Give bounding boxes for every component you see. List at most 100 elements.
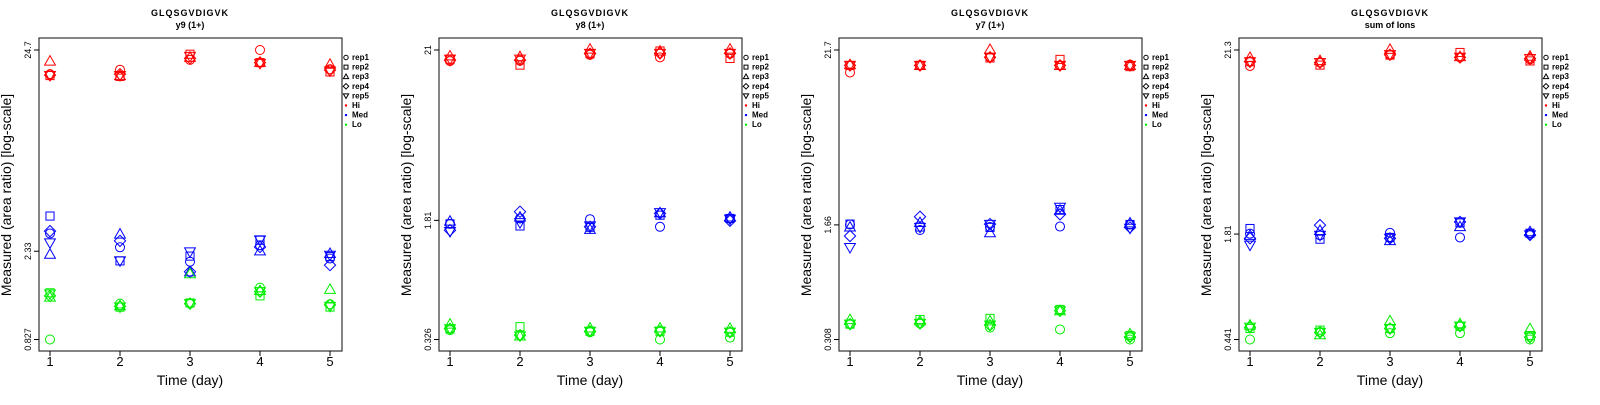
data-point-med-rep5 <box>843 242 857 254</box>
data-point-hi-rep5 <box>1523 53 1537 65</box>
legend-rep2-icon <box>343 64 349 70</box>
x-tick-label: 2 <box>916 354 923 369</box>
legend-rep5-icon <box>1542 93 1550 100</box>
data-point-med-rep1 <box>45 228 55 239</box>
legend-rep2-label: rep2 <box>1552 63 1569 72</box>
legend-rep4-icon <box>1542 82 1550 90</box>
data-point-hi-rep3 <box>843 58 857 70</box>
legend-rep5-icon <box>742 93 750 100</box>
data-point-lo-rep5 <box>1453 321 1467 333</box>
legend-rep3-icon <box>1142 73 1150 80</box>
legend-rep1-icon <box>1543 54 1549 61</box>
legend-lo-dot-icon <box>1544 123 1548 126</box>
legend-rep5-label: rep5 <box>1152 91 1169 100</box>
legend-rep4-label: rep4 <box>1152 82 1169 91</box>
data-point-hi-rep3 <box>43 54 57 66</box>
data-point-med-rep4 <box>913 210 927 224</box>
data-point-med-rep2 <box>845 219 855 229</box>
y-tick-label: 21 <box>423 45 433 55</box>
data-point-med-rep2 <box>185 251 195 261</box>
legend-med-dot-icon <box>344 113 348 117</box>
data-point-hi-rep5 <box>1453 52 1467 64</box>
data-point-hi-rep5 <box>183 51 197 63</box>
data-point-lo-rep1 <box>1055 324 1065 335</box>
data-point-med-rep2 <box>1245 223 1255 234</box>
data-point-lo-rep3 <box>513 329 527 341</box>
data-point-lo-rep3 <box>443 317 457 329</box>
data-point-hi-rep1 <box>655 52 665 63</box>
data-point-hi-rep5 <box>443 54 457 66</box>
y-axis-label: Measured (area ratio) [log-scale] <box>798 94 814 296</box>
data-point-lo-rep5 <box>913 318 927 330</box>
data-point-hi-rep1 <box>115 64 125 75</box>
x-tick-label: 2 <box>516 354 523 369</box>
data-point-lo-rep5 <box>443 324 457 336</box>
data-point-lo-rep3 <box>253 284 267 296</box>
plot-frame <box>38 37 343 352</box>
data-point-hi-rep3 <box>513 50 527 62</box>
x-tick-label: 1 <box>846 354 853 369</box>
data-point-hi-rep5 <box>653 48 667 60</box>
x-tick-label: 4 <box>256 354 263 369</box>
data-point-med-rep5 <box>43 238 57 250</box>
legend-lo-dot-icon <box>344 123 348 126</box>
data-point-med-rep3 <box>1313 224 1327 235</box>
y-tick-label: 0.441 <box>1223 328 1233 351</box>
x-tick-label: 4 <box>1456 354 1463 369</box>
legend-rep4-label: rep4 <box>1552 82 1569 91</box>
x-tick-label: 5 <box>1126 354 1133 369</box>
data-point-hi-rep3 <box>723 42 737 54</box>
y-tick-label: 1.81 <box>423 212 433 230</box>
data-point-med-rep5 <box>983 219 997 231</box>
x-tick-label: 1 <box>1246 354 1253 369</box>
chart-panel-4: GLQSGVDIGVK sum of Ions 21.3 1.81 0.441 1 2 3 4 5… <box>1198 8 1569 388</box>
legend-rep2-label: rep2 <box>752 63 769 72</box>
legend-rep1-label: rep1 <box>1552 53 1569 62</box>
x-axis-label: Time (day) <box>557 372 623 388</box>
data-point-hi-rep5 <box>513 54 527 66</box>
data-point-med-rep3 <box>513 210 527 222</box>
x-tick-label: 5 <box>1526 354 1533 369</box>
x-tick-label: 1 <box>446 354 453 369</box>
x-tick-label: 2 <box>116 354 123 369</box>
data-point-med-rep4 <box>513 205 527 219</box>
data-point-lo-rep1 <box>725 332 735 343</box>
legend-rep3-icon <box>742 73 750 80</box>
data-point-lo-rep1 <box>1245 334 1255 345</box>
legend-med-label: Med <box>1152 111 1168 120</box>
chart-title: GLQSGVDIGVK <box>551 8 629 18</box>
data-point-lo-rep1 <box>45 334 55 345</box>
data-point-med-rep5 <box>723 214 737 226</box>
data-point-lo-rep5 <box>253 287 267 299</box>
data-point-med-rep5 <box>1523 230 1537 242</box>
legend-hi-dot-icon <box>1544 104 1548 107</box>
legend-rep5-label: rep5 <box>752 91 769 100</box>
legend-lo-label: Lo <box>352 120 362 129</box>
data-point-med-rep2 <box>985 222 995 232</box>
chart-subtitle: sum of Ions <box>1365 20 1416 30</box>
data-point-med-rep3 <box>723 210 737 222</box>
data-point-hi-rep3 <box>583 42 597 54</box>
legend-rep3-icon <box>342 73 350 80</box>
data-point-med-rep2 <box>45 211 55 221</box>
data-point-med-rep3 <box>113 227 127 239</box>
data-point-hi-rep3 <box>1123 59 1137 70</box>
data-point-med-rep4 <box>1313 218 1327 232</box>
data-point-med-rep1 <box>185 256 195 267</box>
legend-rep4-icon <box>742 82 750 90</box>
data-point-lo-rep3 <box>323 282 337 294</box>
legend-rep3-label: rep3 <box>1152 72 1169 81</box>
data-point-hi-rep5 <box>1123 60 1137 72</box>
legend-hi-dot-icon <box>344 104 348 107</box>
data-point-lo-rep2 <box>185 298 195 308</box>
legend-rep2-icon <box>1143 64 1149 70</box>
data-point-lo-rep3 <box>983 314 997 326</box>
data-point-lo-rep4 <box>43 289 57 303</box>
data-point-hi-rep5 <box>43 71 57 82</box>
data-point-hi-rep2 <box>1525 56 1535 66</box>
data-point-lo-rep5 <box>323 301 337 313</box>
x-tick-label: 5 <box>726 354 733 369</box>
